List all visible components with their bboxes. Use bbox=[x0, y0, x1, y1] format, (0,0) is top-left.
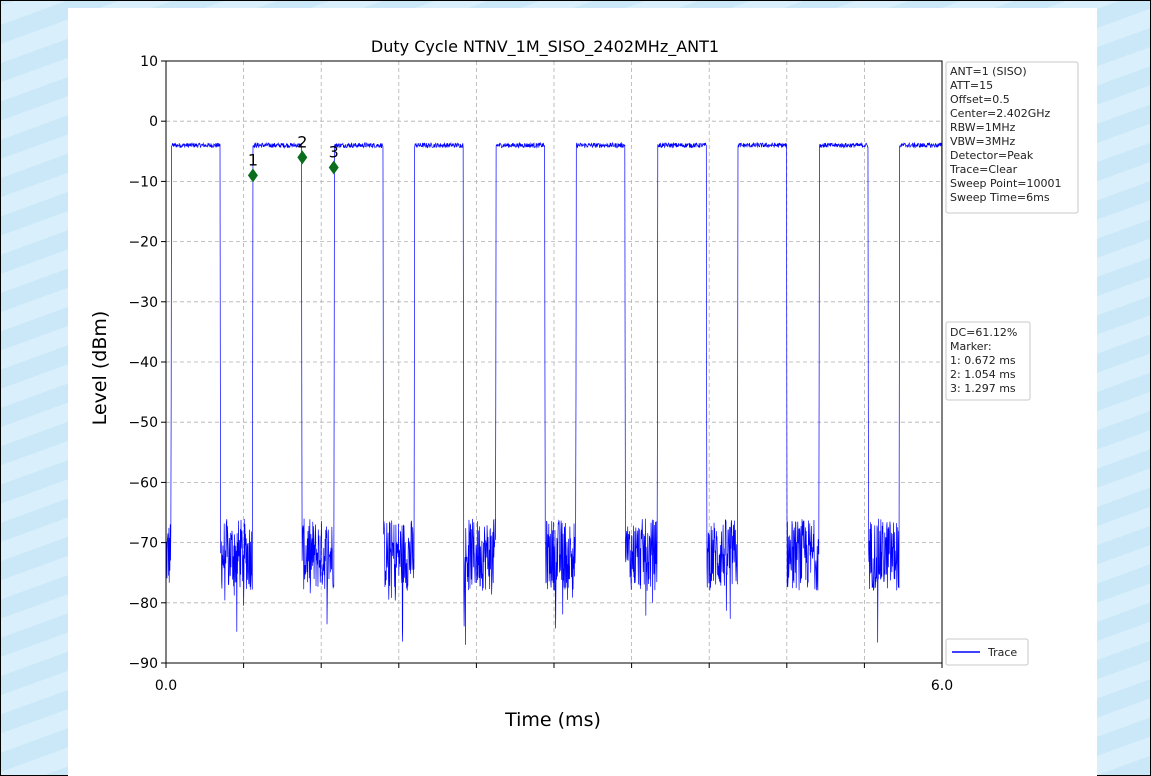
trace-line bbox=[165, 141, 943, 645]
settings-box: ANT=1 (SISO) ATT=15 Offset=0.5 Center=2.… bbox=[945, 61, 1079, 214]
settings-line: ATT=15 bbox=[950, 79, 993, 92]
x-tick-label: 6.0 bbox=[931, 678, 953, 694]
legend-entry: Trace bbox=[987, 646, 1017, 659]
y-tick-label: −60 bbox=[128, 475, 158, 491]
chart-title: Duty Cycle NTNV_1M_SISO_2402MHz_ANT1 bbox=[371, 37, 719, 57]
grid bbox=[166, 61, 942, 663]
y-tick-label: −50 bbox=[128, 415, 158, 431]
y-tick-label: −70 bbox=[128, 536, 158, 552]
x-axis-label: Time (ms) bbox=[504, 709, 601, 731]
result-line: 2: 1.054 ms bbox=[950, 368, 1016, 381]
x-tick-label: 0.0 bbox=[155, 678, 177, 694]
markers-group: 1 2 3 bbox=[247, 132, 339, 183]
marker-label: 3 bbox=[329, 143, 339, 162]
marker-diamond bbox=[247, 168, 258, 183]
result-line: Marker: bbox=[950, 340, 992, 353]
y-axis: 10 0 −10 −20 −30 −40 −50 −60 −70 −80 −90 bbox=[128, 54, 166, 672]
x-axis: 0.0 6.0 bbox=[155, 663, 953, 694]
result-box: DC=61.12% Marker: 1: 0.672 ms 2: 1.054 m… bbox=[945, 321, 1031, 401]
result-line: 1: 0.672 ms bbox=[950, 354, 1016, 367]
marker-label: 2 bbox=[297, 132, 307, 151]
result-line: DC=61.12% bbox=[950, 326, 1017, 339]
settings-line: Center=2.402GHz bbox=[950, 107, 1051, 120]
result-line: 3: 1.297 ms bbox=[950, 382, 1016, 395]
y-axis-label: Level (dBm) bbox=[89, 311, 111, 426]
settings-line: Sweep Point=10001 bbox=[950, 177, 1062, 190]
duty-cycle-chart: Duty Cycle NTNV_1M_SISO_2402MHz_ANT1 100… bbox=[89, 37, 1079, 731]
y-tick-label: −10 bbox=[128, 174, 158, 190]
settings-box-frame bbox=[945, 61, 1079, 214]
y-tick-label: −90 bbox=[128, 656, 158, 672]
marker-diamond bbox=[328, 160, 339, 175]
settings-line: Detector=Peak bbox=[950, 149, 1034, 162]
marker-label: 1 bbox=[248, 150, 258, 169]
marker-diamond bbox=[297, 150, 308, 165]
y-tick-label: −40 bbox=[128, 355, 158, 371]
settings-line: ANT=1 (SISO) bbox=[950, 65, 1027, 78]
legend: Trace bbox=[945, 638, 1029, 666]
legend-frame bbox=[945, 638, 1029, 666]
y-tick-label: −80 bbox=[128, 596, 158, 612]
y-tick-label: 0 bbox=[149, 114, 158, 130]
result-box-frame bbox=[945, 321, 1031, 401]
settings-line: RBW=1MHz bbox=[950, 121, 1016, 134]
settings-line: Trace=Clear bbox=[949, 163, 1018, 176]
settings-line: Offset=0.5 bbox=[950, 93, 1010, 106]
figure-canvas: Duty Cycle NTNV_1M_SISO_2402MHz_ANT1 10 0… bbox=[68, 8, 1097, 776]
y-tick-label: 10 bbox=[140, 54, 158, 70]
y-tick-label: −30 bbox=[128, 295, 158, 311]
settings-line: VBW=3MHz bbox=[950, 135, 1016, 148]
trace-group bbox=[165, 141, 943, 645]
settings-line: Sweep Time=6ms bbox=[950, 191, 1050, 204]
y-tick-label: −20 bbox=[128, 235, 158, 251]
